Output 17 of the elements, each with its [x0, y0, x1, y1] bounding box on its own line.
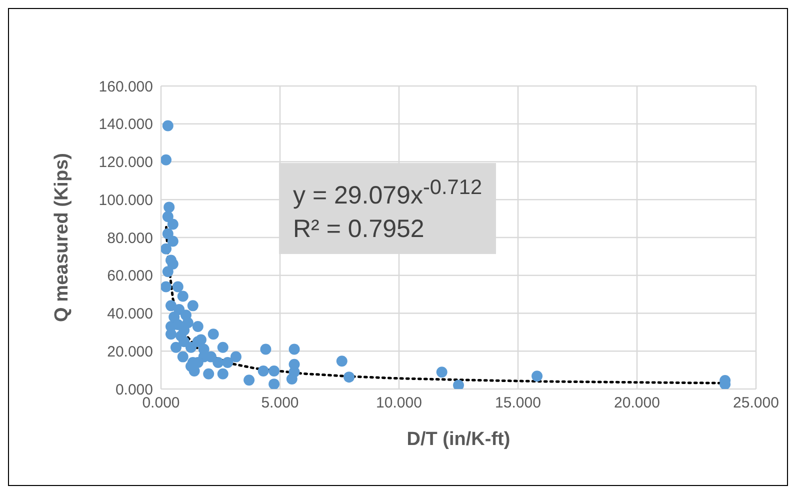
- annotation: R² = 0.7952: [293, 214, 426, 246]
- x-tick-label: 25.000: [733, 394, 779, 412]
- annotation: y = 29.079x$^{-0.712}$: [293, 175, 482, 212]
- x-tick-label: 5.000: [261, 394, 299, 412]
- y-tick-label: 140.000: [98, 116, 153, 134]
- x-tick-label: 10.000: [376, 394, 422, 412]
- x-axis-title: D/T (in/K-ft): [406, 429, 510, 450]
- y-tick-label: 20.000: [107, 343, 153, 360]
- x-tick-label: 20.000: [614, 394, 660, 412]
- y-tick-label: 80.000: [107, 230, 153, 247]
- y-tick-label: 100.000: [98, 192, 153, 209]
- y-tick-label: 120.000: [98, 154, 153, 172]
- x-tick-label: 15.000: [495, 394, 541, 412]
- y-tick-label: 40.000: [107, 306, 153, 323]
- y-tick-label: 60.000: [107, 268, 153, 285]
- y-axis-title: Q measured (Kips): [52, 153, 73, 322]
- y-tick-label: 160.000: [98, 78, 153, 96]
